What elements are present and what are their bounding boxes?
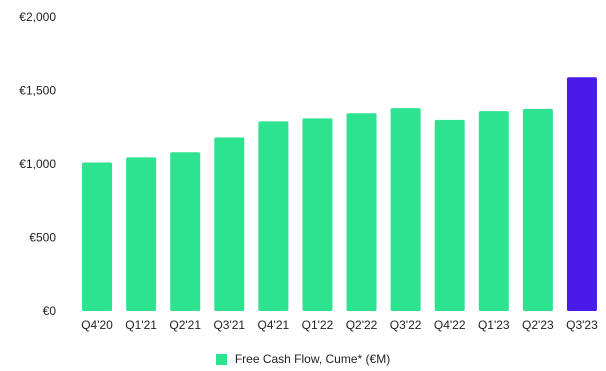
x-tick-label: Q1'23 xyxy=(478,318,510,332)
x-axis-ticks: Q4'20 Q1'21 Q2'21 Q3'21 Q4'21 Q1'22 Q2'22 Q3'22… xyxy=(81,318,598,332)
bar-Q422 xyxy=(434,119,465,312)
bar-Q121 xyxy=(126,157,157,311)
y-tick-label: €2,000 xyxy=(19,10,56,24)
bars-group xyxy=(82,77,597,312)
x-tick-label: Q4'22 xyxy=(434,318,466,332)
legend-swatch xyxy=(215,353,227,365)
y-tick-label: €500 xyxy=(29,231,56,245)
x-tick-label: Q2'23 xyxy=(522,318,554,332)
x-tick-label: Q4'20 xyxy=(81,318,113,332)
y-tick-label: €1,500 xyxy=(19,84,56,98)
y-tick-label: €0 xyxy=(43,304,57,318)
bar-Q221 xyxy=(170,152,201,311)
x-tick-label: Q1'21 xyxy=(125,318,157,332)
x-tick-label: Q3'23 xyxy=(566,318,598,332)
x-tick-label: Q2'21 xyxy=(169,318,201,332)
x-tick-label: Q4'21 xyxy=(258,318,290,332)
legend: Free Cash Flow, Cume* (€M) xyxy=(0,349,606,369)
bar-Q323 xyxy=(566,77,597,312)
bar-Q321 xyxy=(214,137,245,311)
x-tick-label: Q1'22 xyxy=(302,318,334,332)
bar-Q223 xyxy=(522,108,553,311)
bar-Q421 xyxy=(258,121,289,312)
x-tick-label: Q2'22 xyxy=(346,318,378,332)
bar-Q322 xyxy=(390,108,421,311)
x-tick-label: Q3'22 xyxy=(390,318,422,332)
bar-Q222 xyxy=(346,113,377,311)
bar-Q420 xyxy=(82,162,113,311)
bar-Q122 xyxy=(302,118,333,312)
y-axis-ticks: €0 €500 €1,000 €1,500 €2,000 xyxy=(19,10,56,318)
legend-label: Free Cash Flow, Cume* (€M) xyxy=(234,352,391,366)
x-tick-label: Q3'21 xyxy=(213,318,245,332)
y-tick-label: €1,000 xyxy=(19,157,56,171)
bar-Q123 xyxy=(478,111,509,311)
